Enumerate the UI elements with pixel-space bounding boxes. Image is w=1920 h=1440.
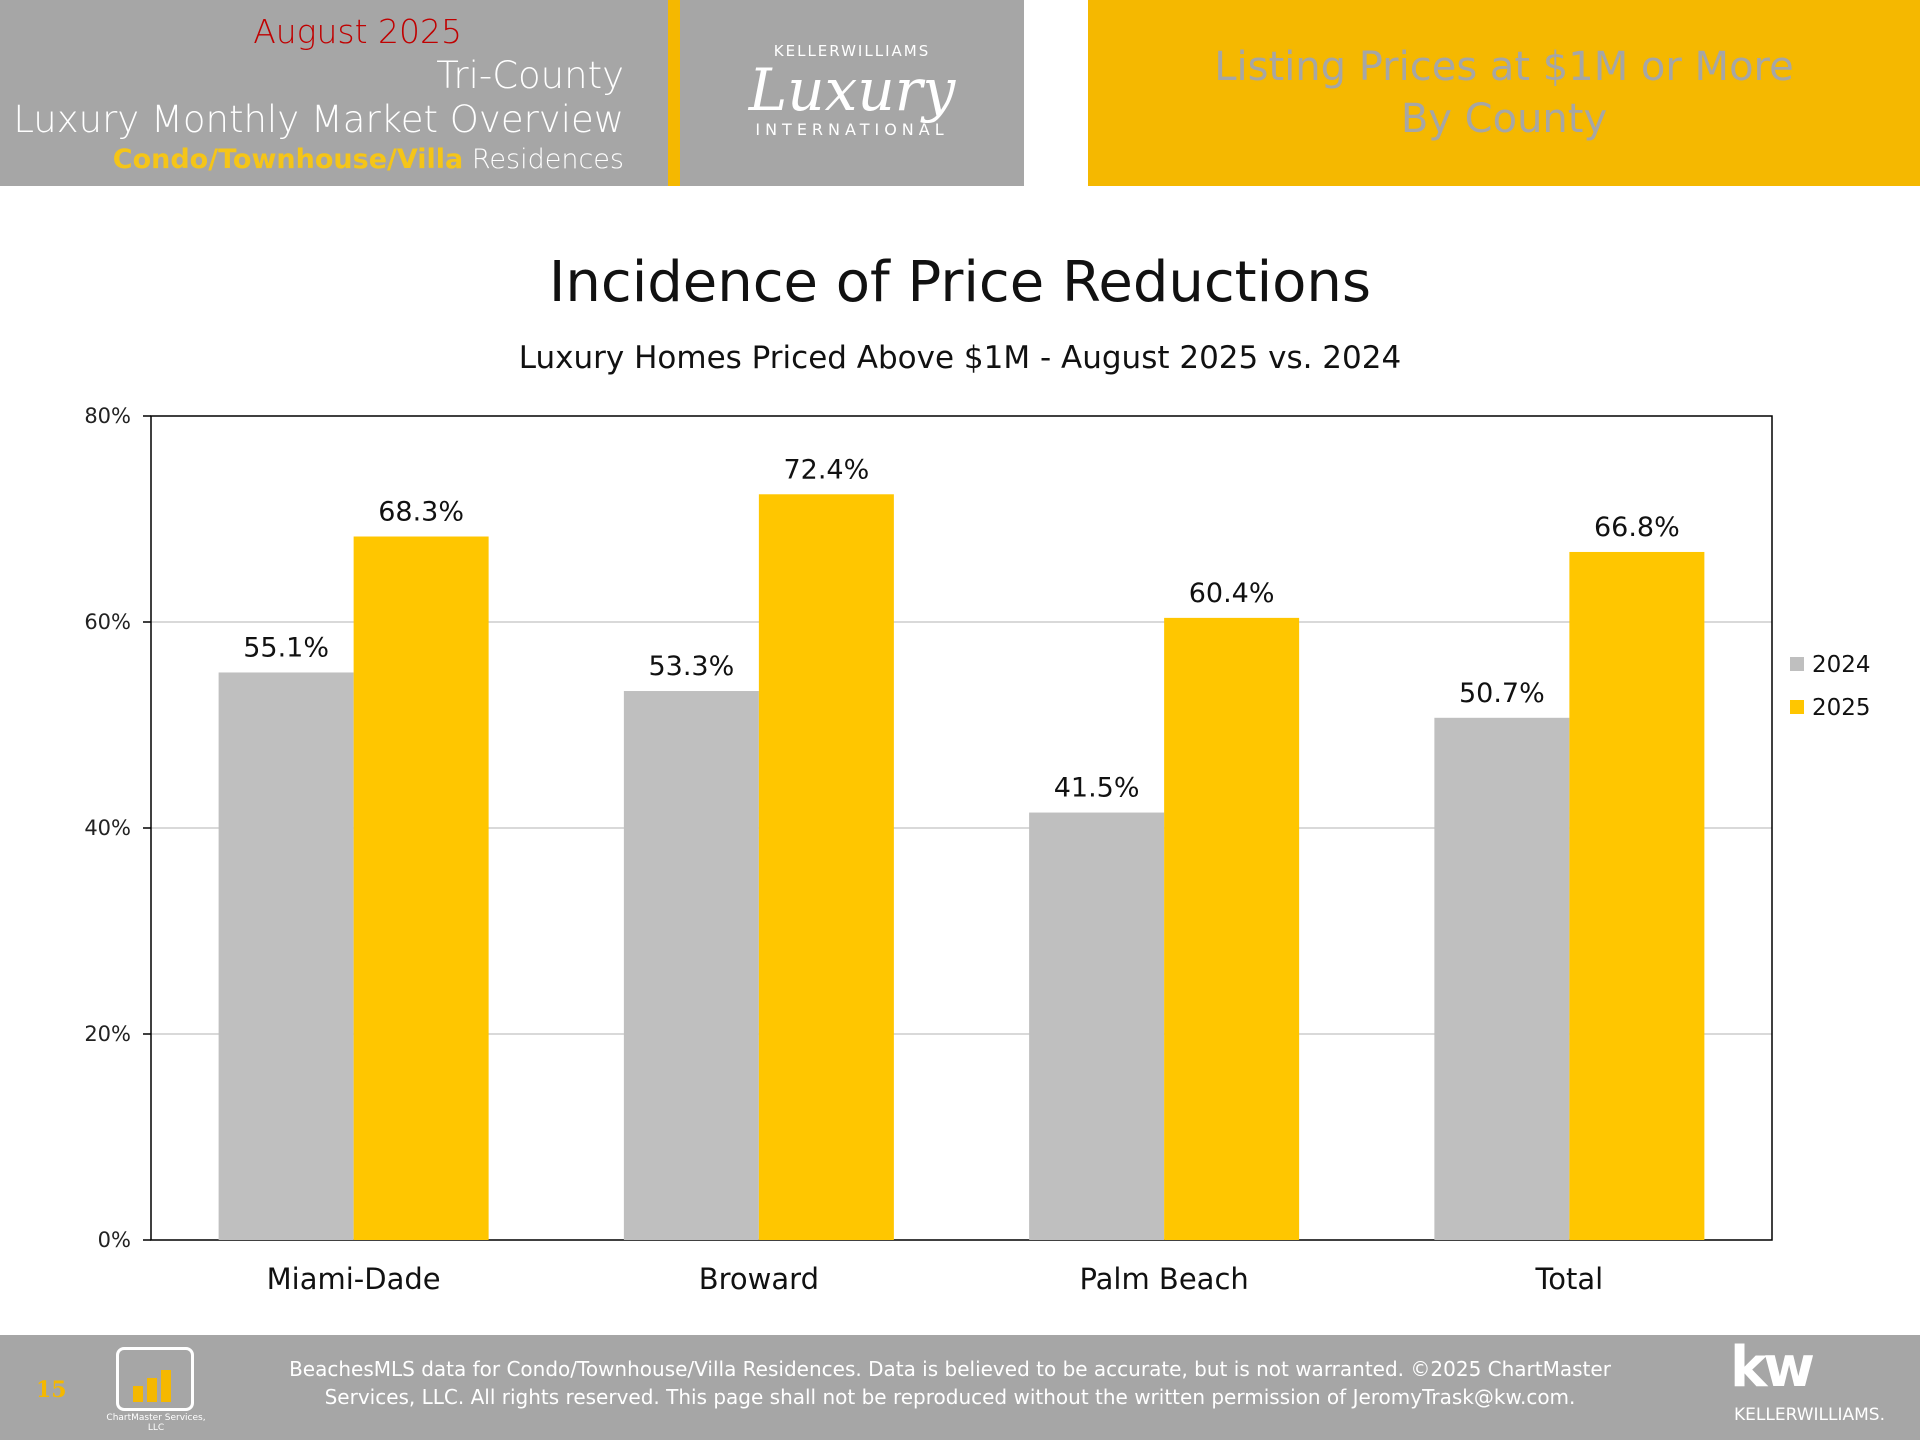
bar-2024 (1029, 812, 1165, 1240)
data-label: 41.5% (1054, 773, 1140, 804)
x-tick-label: Broward (699, 1262, 819, 1296)
bar-2024 (218, 672, 354, 1240)
kw-luxury-logo: KELLERWILLIAMS Luxury INTERNATIONAL (680, 0, 1024, 186)
section-title-panel: Listing Prices at $1M or More By County (1088, 0, 1920, 186)
report-date: August 2025 (253, 12, 462, 51)
data-label: 68.3% (378, 497, 464, 528)
section-title-line1: Listing Prices at $1M or More (1214, 44, 1794, 90)
data-label: 60.4% (1189, 578, 1275, 609)
y-tick-label: 20% (84, 1022, 131, 1046)
chart-title: Incidence of Price Reductions (548, 250, 1372, 315)
header-title-panel: August 2025 Tri-County Luxury Monthly Ma… (0, 0, 668, 186)
data-label: 50.7% (1459, 678, 1545, 709)
plot-area (150, 415, 1773, 1241)
y-tick-label: 0% (98, 1228, 131, 1252)
bar-2025 (758, 494, 894, 1240)
page-number: 15 (36, 1377, 67, 1403)
data-label: 53.3% (648, 651, 734, 682)
bar-2024 (623, 691, 759, 1240)
disclaimer-line1: BeachesMLS data for Condo/Townhouse/Vill… (289, 1357, 1611, 1381)
disclaimer-line2: Services, LLC. All rights reserved. This… (324, 1385, 1576, 1409)
legend-label: 2025 (1812, 695, 1871, 721)
legend-swatch-2025 (1790, 700, 1804, 714)
kw-logo-name: KELLERWILLIAMS. (1734, 1405, 1885, 1425)
bar-2024 (1434, 717, 1570, 1240)
logo-top-text: KELLERWILLIAMS (773, 42, 931, 60)
data-label: 72.4% (783, 454, 869, 485)
chart-subtitle: Luxury Homes Priced Above $1M - August 2… (518, 340, 1402, 376)
kw-logo: kw (1730, 1335, 1815, 1400)
chartmaster-logo-icon (116, 1347, 194, 1411)
disclaimer: BeachesMLS data for Condo/Townhouse/Vill… (230, 1355, 1670, 1411)
bar-2025 (1164, 617, 1300, 1240)
bar-2025 (353, 536, 489, 1240)
y-tick-label: 80% (84, 404, 131, 428)
x-tick-label: Palm Beach (1079, 1262, 1248, 1296)
chartmaster-logo-text: ChartMaster Services, LLC (106, 1413, 206, 1433)
bar-2025 (1569, 551, 1705, 1240)
logo-bottom-text: INTERNATIONAL (755, 120, 949, 139)
data-label: 66.8% (1594, 512, 1680, 543)
section-title-line2: By County (1400, 96, 1608, 142)
footer: 15 ChartMaster Services, LLC BeachesMLS … (0, 1335, 1920, 1440)
x-tick-label: Total (1535, 1262, 1604, 1296)
segment-rest: Residences (471, 144, 624, 175)
legend-label: 2024 (1812, 652, 1871, 678)
legend-swatch-2024 (1790, 657, 1804, 671)
report-segment: Condo/Townhouse/Villa Residences (113, 144, 624, 175)
report-region: Tri-County (436, 54, 624, 97)
x-tick-label: Miami-Dade (267, 1262, 441, 1296)
segment-highlight: Condo/Townhouse/Villa (112, 144, 464, 175)
logo-main-text: Luxury (748, 56, 956, 124)
report-name: Luxury Monthly Market Overview (13, 98, 624, 141)
y-tick-label: 40% (84, 816, 131, 840)
y-tick-label: 60% (84, 610, 131, 634)
header-divider (668, 0, 680, 186)
data-label: 55.1% (243, 632, 329, 663)
